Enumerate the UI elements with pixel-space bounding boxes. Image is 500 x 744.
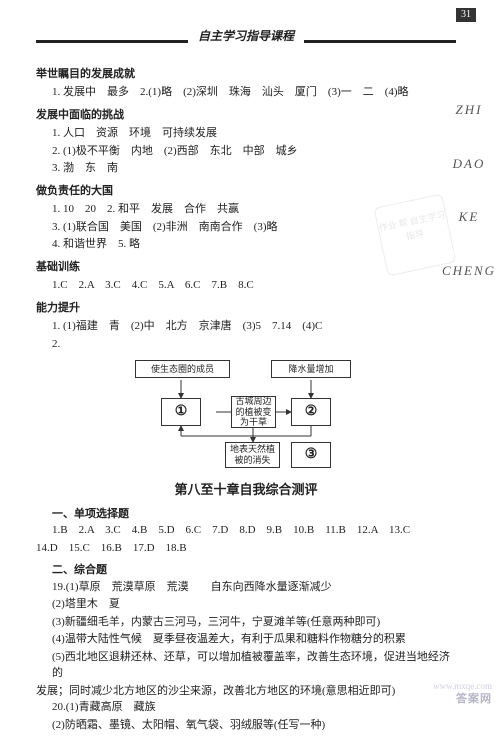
text-line: 1. (1)福建 青 (2)中 北方 京津唐 (3)5 7.14 (4)C xyxy=(52,318,456,335)
text-line: (2)塔里木 夏 xyxy=(52,596,456,613)
diagram-num-1: ① xyxy=(161,398,201,426)
diagram-box: 地表天然植被的消失 xyxy=(225,442,280,468)
diagram-box: 降水量增加 xyxy=(271,360,351,378)
text-line: 3. 渤 东 南 xyxy=(52,160,456,177)
chapter-title: 第八至十章自我综合测评 xyxy=(36,480,456,500)
spine-text: CHENG xyxy=(442,261,496,281)
section-title-1: 举世瞩目的发展成就 xyxy=(36,66,456,83)
text-line: (2)防晒霜、墨镜、太阳帽、氧气袋、羽绒服等(任写一种) xyxy=(52,717,456,734)
text-line: 发展；同时减少北方地区的沙尘来源，改善北方地区的环境(意思相近即可) xyxy=(36,683,456,700)
text-line: 1. 人口 资源 环境 可持续发展 xyxy=(52,125,456,142)
side-pinyin: ZHI DAO KE CHENG xyxy=(442,100,496,314)
part1-title: 一、单项选择题 xyxy=(52,506,456,523)
section-title-2: 发展中面临的挑战 xyxy=(36,107,456,124)
text-line: (3)新疆细毛羊，内蒙古三河马，三河牛，宁夏滩羊等(任意两种即可) xyxy=(52,614,456,631)
spine-text: ZHI xyxy=(442,100,496,120)
page-number: 31 xyxy=(456,8,476,22)
text-line: (5)西北地区退耕还林、还草，可以增加植被覆盖率，改善生态环境，促进当地经济的 xyxy=(52,649,456,682)
part2-title: 二、综合题 xyxy=(52,562,456,579)
watermark-text: 答案网 xyxy=(456,691,492,708)
spine-text: KE xyxy=(442,207,496,227)
diagram-num-3: ③ xyxy=(291,442,331,468)
diagram-box: 古城周边的植被变为干草 xyxy=(231,396,276,428)
text-line: 20.(1)青藏高原 藏族 xyxy=(52,699,456,716)
text-line: 2. (1)极不平衡 内地 (2)西部 东北 中部 城乡 xyxy=(52,143,456,160)
spine-text: DAO xyxy=(442,154,496,174)
flow-diagram: 使生态圈的成员 降水量增加 ① 古城周边的植被变为干草 ② 地表天然植被的消失 … xyxy=(121,358,371,470)
text-line: 1.B 2.A 3.C 4.B 5.D 6.C 7.D 8.D 9.B 10.B… xyxy=(52,522,456,539)
text-line: 2. xyxy=(52,336,456,353)
text-line: 14.D 15.C 16.B 17.D 18.B xyxy=(36,540,456,557)
page-container: 31 自主学习指导课程 举世瞩目的发展成就 1. 发展中 最多 2.(1)略 (… xyxy=(0,0,500,744)
text-line: 1.C 2.A 3.C 4.C 5.A 6.C 7.B 8.C xyxy=(52,277,456,294)
text-line: 19.(1)草原 荒漠草原 荒漠 自东向西降水量逐渐减少 xyxy=(52,579,456,596)
diagram-box: 使生态圈的成员 xyxy=(135,360,230,378)
section-title-3: 做负责任的大国 xyxy=(36,183,456,200)
diagram-num-2: ② xyxy=(291,398,331,426)
text-line: 1. 发展中 最多 2.(1)略 (2)深圳 珠海 汕头 厦门 (3)一 二 (… xyxy=(52,84,456,101)
section-title-5: 能力提升 xyxy=(36,300,456,317)
header-title: 自主学习指导课程 xyxy=(188,27,304,45)
text-line: (4)温带大陆性气候 夏季昼夜温差大，有利于瓜果和糖料作物糖分的积累 xyxy=(52,631,456,648)
